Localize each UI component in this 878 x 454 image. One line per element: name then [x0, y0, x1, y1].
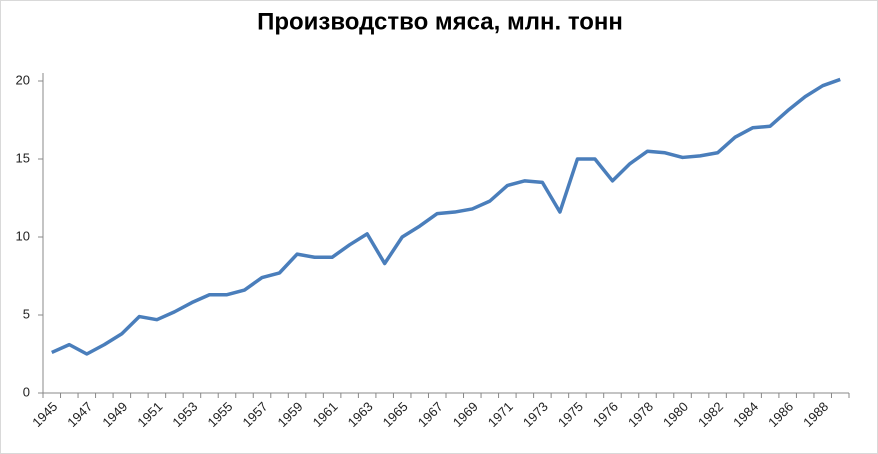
chart-title: Производство мяса, млн. тонн — [257, 8, 623, 35]
y-tick-label: 15 — [16, 150, 30, 165]
y-tick-label: 5 — [23, 306, 30, 321]
y-tick-label: 20 — [16, 72, 30, 87]
y-tick-label: 0 — [23, 384, 30, 399]
y-tick-label: 10 — [16, 228, 30, 243]
data-line — [51, 77, 841, 356]
